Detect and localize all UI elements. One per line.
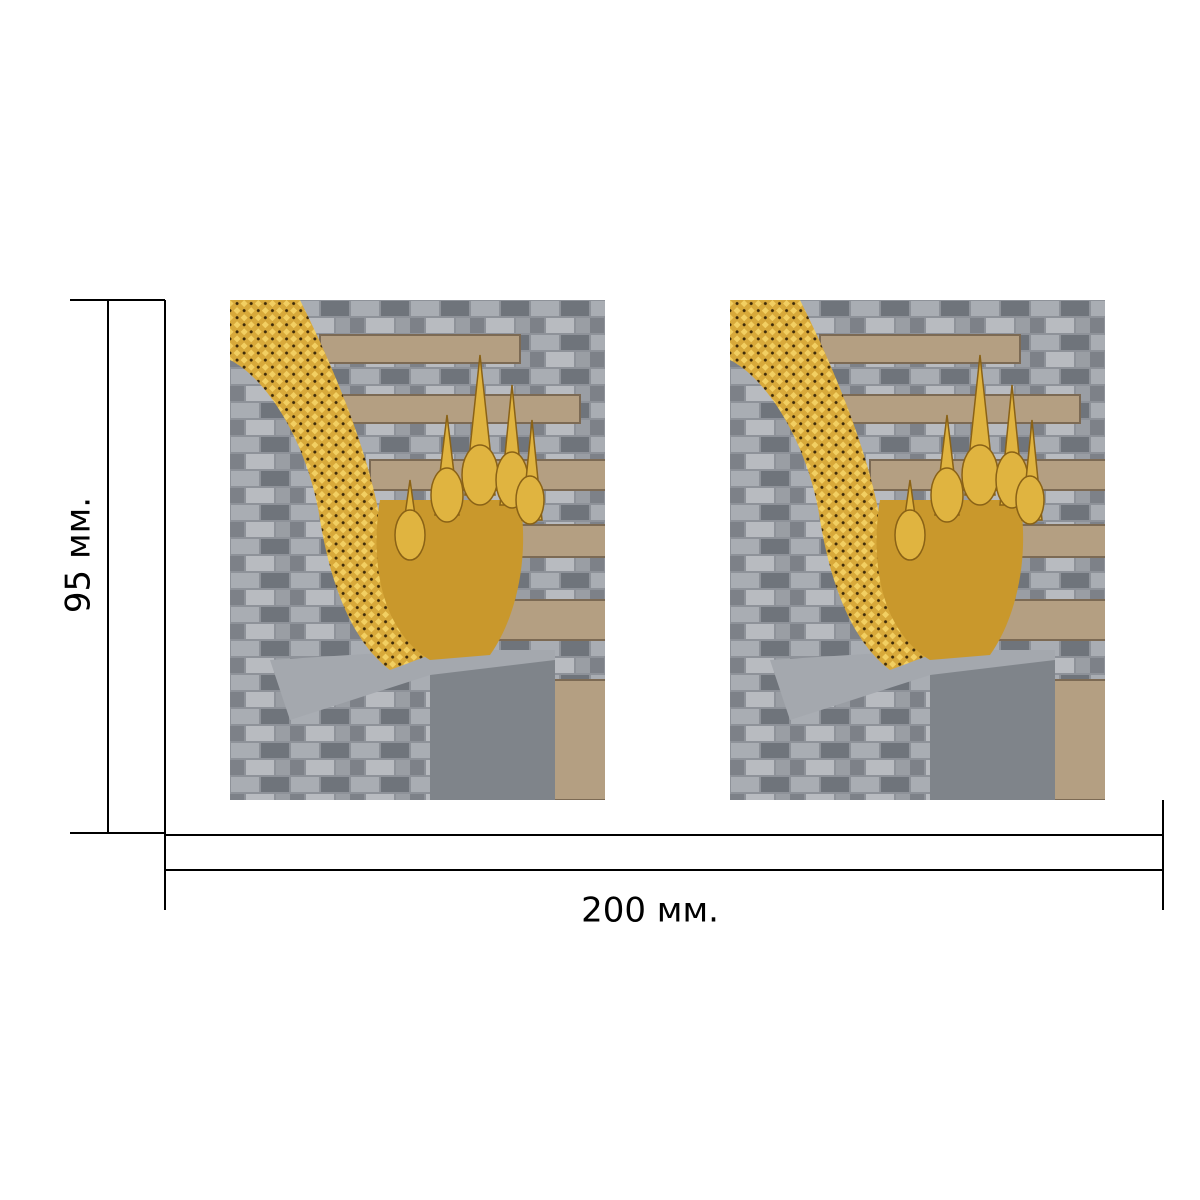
width-dimension [164, 800, 1164, 910]
width-label: 200 мм. [581, 891, 719, 931]
product-photo [730, 300, 1110, 800]
product-photo [230, 300, 610, 800]
height-dimension [70, 299, 166, 834]
height-label: 95 мм. [59, 497, 99, 613]
